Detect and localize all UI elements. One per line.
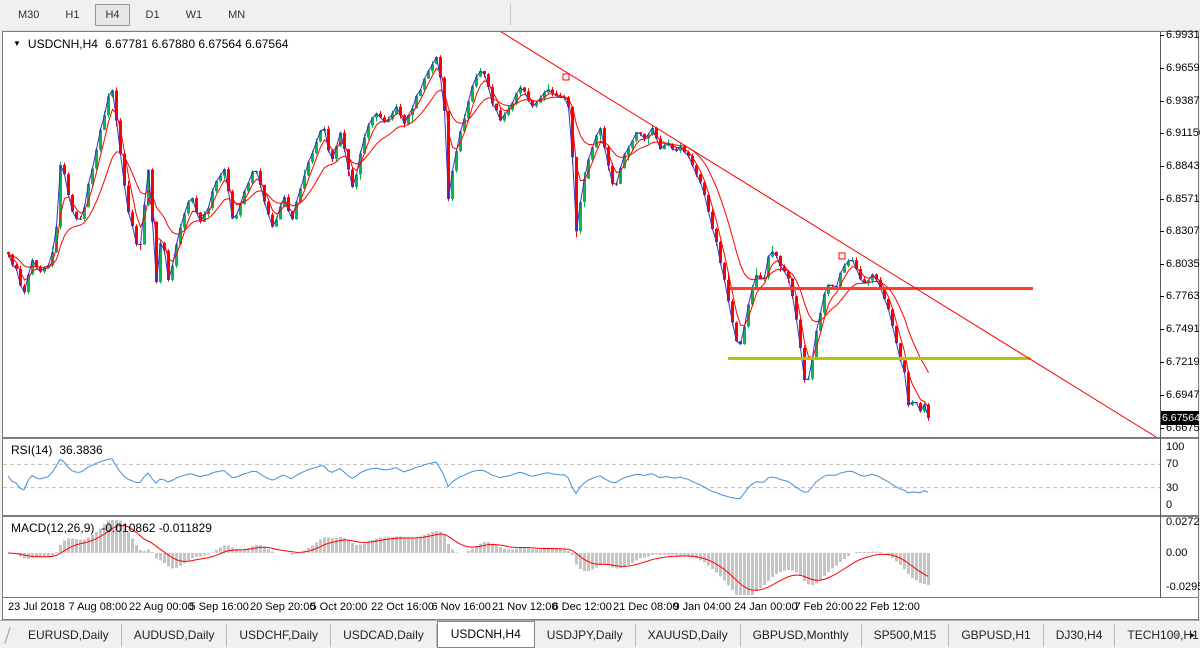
price-tick-label: 6.80350 bbox=[1166, 257, 1200, 270]
price-tick-label: 6.99310 bbox=[1166, 29, 1200, 41]
time-axis-label: 22 Oct 16:00 bbox=[371, 601, 434, 613]
chart-tab-usdcad-daily[interactable]: USDCAD,Daily bbox=[331, 623, 437, 647]
current-price-tag: 6.67564 bbox=[1161, 410, 1200, 425]
price-tick-mark bbox=[1160, 166, 1164, 168]
macd-header: MACD(12,26,9) -0.010862 -0.011829 bbox=[11, 521, 212, 535]
chart-tab-usdjpy-daily[interactable]: USDJPY,Daily bbox=[535, 623, 636, 647]
chart-tab-gbpusd-monthly[interactable]: GBPUSD,Monthly bbox=[741, 623, 862, 647]
price-tick-label: 6.91150 bbox=[1166, 127, 1200, 140]
price-tick-mark bbox=[1160, 133, 1164, 135]
tabs-scroll-right-icon[interactable]: ► bbox=[1188, 630, 1197, 640]
macd-axis-label: -0.029558 bbox=[1166, 580, 1200, 593]
chart-tab-tech100-h1[interactable]: TECH100,H1 bbox=[1115, 624, 1200, 647]
price-tick-mark bbox=[1160, 329, 1164, 331]
price-tick-label: 6.85710 bbox=[1166, 193, 1200, 206]
chart-tab-usdchf-daily[interactable]: USDCHF,Daily bbox=[227, 623, 332, 647]
price-tick-label: 6.88430 bbox=[1166, 160, 1200, 173]
candlestick-plot[interactable] bbox=[3, 32, 1160, 438]
panel-divider[interactable] bbox=[3, 437, 1198, 439]
chart-tab-dj30-h4[interactable]: DJ30,H4 bbox=[1044, 623, 1116, 647]
macd-values: -0.010862 -0.011829 bbox=[101, 521, 212, 535]
macd-axis-label: 0.027219 bbox=[1166, 515, 1200, 528]
time-axis-label: 24 Jan 00:00 bbox=[734, 601, 798, 613]
chart-tabs: EURUSD,Daily AUDUSD,Daily USDCHF,Daily USDC… bbox=[16, 620, 1200, 648]
time-axis-label: 6 Dec 12:00 bbox=[552, 601, 612, 613]
price-tick-mark bbox=[1160, 296, 1164, 298]
chart-tab-xauusd-daily[interactable]: XAUUSD,Daily bbox=[636, 623, 741, 647]
toolbar-separator bbox=[510, 4, 511, 25]
tabs-scroll-left-icon[interactable]: ◄ bbox=[1171, 630, 1181, 640]
price-tick-mark bbox=[1160, 427, 1164, 429]
price-tick-label: 6.96590 bbox=[1166, 61, 1200, 74]
time-axis-label: 23 Jul 2018 bbox=[8, 601, 65, 613]
price-tick-label: 6.74910 bbox=[1166, 323, 1200, 336]
timeframe-toolbar: M30 H1 H4 D1 W1 MN bbox=[0, 0, 1200, 31]
timeframe-button-d1[interactable]: D1 bbox=[145, 9, 160, 21]
price-tick-mark bbox=[1160, 199, 1164, 201]
time-axis-label: 9 Jan 04:00 bbox=[673, 601, 732, 613]
timeframe-buttons: M30 H1 H4 D1 W1 MN bbox=[8, 4, 255, 26]
time-axis-label: 7 Feb 20:00 bbox=[794, 601, 854, 613]
time-axis-label: 5 Sep 16:00 bbox=[189, 601, 249, 613]
timeframe-button-w1[interactable]: W1 bbox=[185, 9, 203, 21]
price-tick-mark bbox=[1160, 67, 1164, 69]
macd-axis-label: 0.00 bbox=[1166, 547, 1188, 559]
time-axis-label: 22 Aug 00:00 bbox=[129, 601, 194, 613]
time-axis-label: 20 Sep 20:00 bbox=[250, 601, 316, 613]
chart-symbol-label: USDCNH,H4 bbox=[27, 37, 98, 51]
rsi-value: 36.3836 bbox=[59, 443, 103, 457]
rsi-axis-label: 100 bbox=[1166, 441, 1185, 453]
price-tick-label: 6.69470 bbox=[1166, 388, 1200, 401]
chart-tab-audusd-daily[interactable]: AUDUSD,Daily bbox=[122, 623, 228, 647]
price-tick-mark bbox=[1160, 263, 1164, 265]
chart-title: ▼ USDCNH,H4 6.67781 6.67880 6.67564 6.67… bbox=[13, 37, 288, 51]
price-tick-label: 6.93870 bbox=[1166, 94, 1200, 107]
price-tick-mark bbox=[1160, 394, 1164, 396]
timeframe-button-m30[interactable]: M30 bbox=[18, 9, 40, 21]
time-axis-label: 22 Feb 12:00 bbox=[855, 601, 920, 613]
rsi-axis-label: 70 bbox=[1166, 458, 1179, 471]
timeframe-button-h1[interactable]: H1 bbox=[65, 9, 80, 21]
rsi-axis-label: 0 bbox=[1166, 499, 1173, 511]
rsi-axis-label: 30 bbox=[1166, 481, 1179, 494]
symbol-dropdown-icon[interactable]: ▼ bbox=[13, 38, 21, 48]
chart-tab-gbpusd-h1[interactable]: GBPUSD,H1 bbox=[949, 623, 1044, 647]
rsi-plot[interactable] bbox=[3, 440, 1160, 516]
chart-ohlc-values: 6.67781 6.67880 6.67564 6.67564 bbox=[104, 37, 289, 51]
time-axis-label: 7 Aug 08:00 bbox=[68, 601, 128, 613]
timeframe-button-mn[interactable]: MN bbox=[228, 9, 246, 21]
time-axis: 23 Jul 2018 7 Aug 08:00 22 Aug 00:00 5 Sep … bbox=[3, 598, 1160, 618]
time-axis-label: 6 Nov 16:00 bbox=[431, 601, 491, 613]
chart-tab-usdcnh-h4[interactable]: USDCNH,H4 bbox=[436, 620, 535, 648]
chart-tab-bar: EURUSD,Daily AUDUSD,Daily USDCHF,Daily USDC… bbox=[0, 620, 1200, 648]
price-tick-mark bbox=[1160, 362, 1164, 364]
price-axis-line bbox=[1160, 32, 1161, 598]
time-axis-line bbox=[3, 597, 1198, 598]
rsi-name-label: RSI(14) bbox=[11, 443, 53, 457]
macd-plot[interactable] bbox=[3, 518, 1160, 597]
price-tick-label: 6.72190 bbox=[1166, 356, 1200, 369]
chart-tab-sp500-m15[interactable]: SP500,M15 bbox=[862, 623, 950, 647]
chart-window: ▼ USDCNH,H4 6.67781 6.67880 6.67564 6.67… bbox=[2, 29, 1200, 620]
rsi-header: RSI(14) 36.3836 bbox=[11, 443, 103, 457]
price-tick-mark bbox=[1160, 100, 1164, 102]
price-tick-label: 6.77630 bbox=[1166, 290, 1200, 303]
price-tick-mark bbox=[1160, 35, 1164, 36]
time-axis-label: 21 Dec 08:00 bbox=[613, 601, 679, 613]
panel-divider[interactable] bbox=[3, 515, 1198, 517]
price-tick-label: 6.83070 bbox=[1166, 224, 1200, 237]
tab-strip-corner bbox=[2, 626, 16, 644]
timeframe-button-h4[interactable]: H4 bbox=[95, 4, 130, 26]
time-axis-label: 21 Nov 12:00 bbox=[492, 601, 558, 613]
chart-tab-eurusd-daily[interactable]: EURUSD,Daily bbox=[16, 623, 122, 647]
macd-name-label: MACD(12,26,9) bbox=[11, 521, 95, 535]
time-axis-label: 5 Oct 20:00 bbox=[310, 601, 368, 613]
price-tick-mark bbox=[1160, 230, 1164, 232]
